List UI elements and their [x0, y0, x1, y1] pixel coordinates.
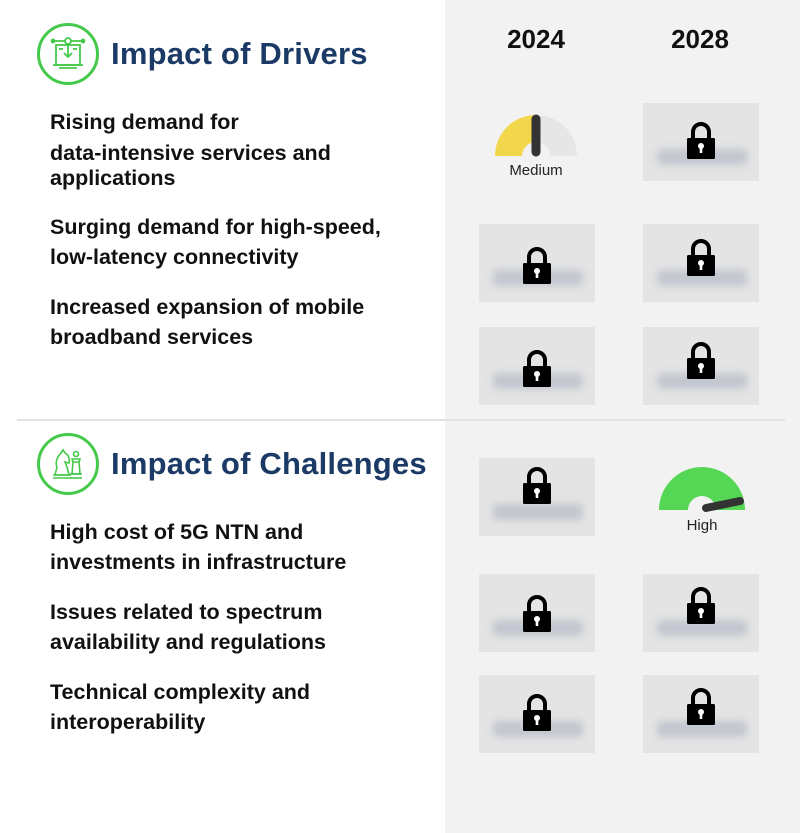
locked-cell-driver1-2028[interactable] — [643, 103, 759, 181]
driver-item-3-line: Increased expansion of mobile — [50, 295, 365, 319]
gauge-medium: Medium — [486, 108, 586, 188]
lock-icon — [523, 694, 551, 731]
locked-cell-challenge2-2024[interactable] — [479, 574, 595, 652]
column-header-2024: 2024 — [507, 24, 565, 54]
locked-cell-driver3-2028[interactable] — [643, 327, 759, 405]
gauge-high: High — [652, 462, 752, 542]
challenges-section-header: Impact of Challenges — [37, 433, 427, 495]
challenge-item-1: High cost of 5G NTN and investments in i… — [50, 518, 430, 577]
challenges-title: Impact of Challenges — [111, 446, 427, 481]
column-header-2028: 2028 — [671, 24, 729, 54]
lock-icon — [687, 587, 715, 624]
challenge-item-3-line: Technical complexity and — [50, 680, 311, 704]
challenge-item-1-line: High cost of 5G NTN and — [50, 520, 304, 544]
driver-item-1-line: applications — [50, 166, 176, 190]
locked-cell-challenge3-2028[interactable] — [643, 675, 759, 753]
locked-cell-challenge2-2028[interactable] — [643, 574, 759, 652]
lock-icon — [687, 688, 715, 725]
driver-item-3: Increased expansion of mobile broadband … — [50, 293, 430, 352]
challenge-item-1-line: investments in infrastructure — [50, 550, 347, 574]
lock-icon — [687, 342, 715, 379]
locked-cell-driver2-2024[interactable] — [479, 224, 595, 302]
lock-icon — [523, 247, 551, 284]
driver-item-3-line: broadband services — [50, 325, 254, 349]
locked-cell-challenge3-2024[interactable] — [479, 675, 595, 753]
drivers-section-header: Impact of Drivers — [37, 23, 368, 85]
locked-cell-driver3-2024[interactable] — [479, 327, 595, 405]
driver-item-1-line: Rising demand for — [50, 110, 239, 134]
section-divider — [17, 419, 785, 421]
challenge-item-2-line: Issues related to spectrum — [50, 600, 323, 624]
lock-icon — [523, 467, 551, 504]
lock-icon — [687, 239, 715, 276]
gauge-high-label: High — [686, 517, 718, 534]
challenge-item-3-line: interoperability — [50, 710, 206, 734]
driver-item-2-line: low-latency connectivity — [50, 245, 299, 269]
driver-item-2: Surging demand for high-speed, low-laten… — [50, 213, 430, 272]
locked-cell-challenge1-2024[interactable] — [479, 458, 595, 536]
lock-icon — [687, 122, 715, 159]
drivers-title: Impact of Drivers — [111, 36, 368, 71]
chess-pieces-icon — [37, 433, 99, 495]
challenge-item-3: Technical complexity and interoperabilit… — [50, 678, 430, 737]
challenge-item-2-line: availability and regulations — [50, 630, 326, 654]
driver-item-1-line: data-intensive services and — [50, 141, 331, 165]
gauge-medium-label: Medium — [509, 162, 563, 179]
challenge-item-2: Issues related to spectrum availability … — [50, 598, 430, 657]
lock-icon — [523, 350, 551, 387]
driver-item-2-line: Surging demand for high-speed, — [50, 215, 381, 239]
lock-icon — [523, 595, 551, 632]
driver-item-1: Rising demand for data-intensive service… — [50, 108, 430, 193]
locked-cell-driver2-2028[interactable] — [643, 224, 759, 302]
circuit-board-icon — [37, 23, 99, 85]
